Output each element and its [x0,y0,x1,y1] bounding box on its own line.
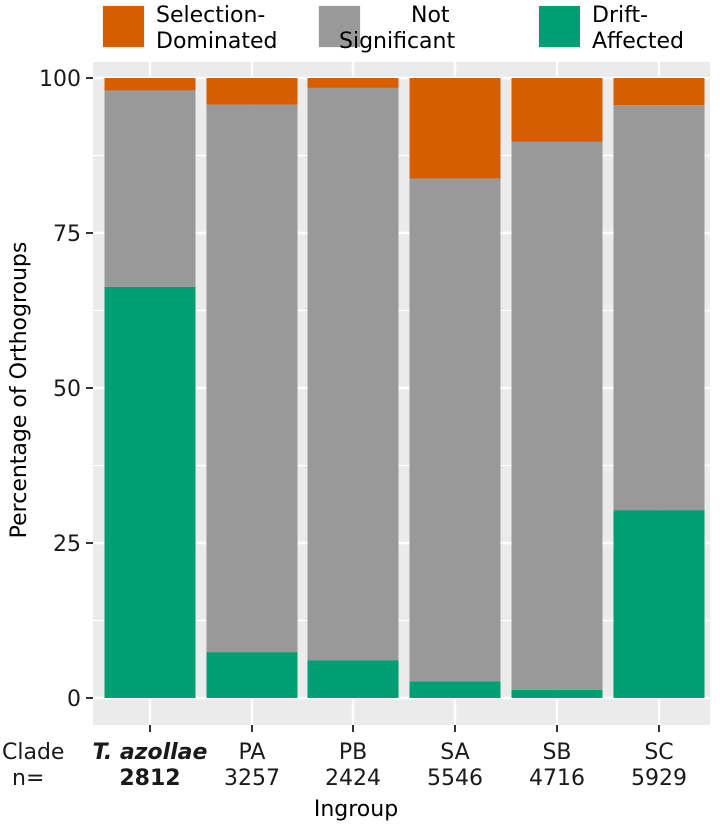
legend-label: Selection-Dominated [156,3,278,54]
legend-label: Not Significant [339,3,455,54]
legend-swatch [539,6,580,47]
bars [104,78,705,698]
bar-segment-selection-dominated [613,78,705,106]
legend-item: Selection-Dominated [102,3,278,54]
y-axis: 0 25 50 75 100 [39,67,93,712]
y-tick-label: 75 [53,222,81,247]
n-count-label: 4716 [529,766,585,791]
plot-panel [93,62,710,725]
bar-segment-drift-affected [307,660,399,698]
y-tick-label: 25 [53,532,81,557]
n-count-label: 2424 [325,766,381,791]
bar-segment-selection-dominated [206,78,298,105]
x-tick-label: SB [542,740,571,765]
bar-segment-selection-dominated [307,78,399,88]
x-tick-label: SC [644,740,673,765]
bar-segment-drift-affected [104,286,196,698]
legend-item: Not Significant [318,3,455,54]
x-tick-label: PA [239,740,266,765]
bar-segment-selection-dominated [409,78,501,179]
x-tick-label: T. azollae [93,740,208,765]
legend-swatch [103,6,144,47]
legend-swatch [319,6,360,47]
bar-segment-not-significant [613,105,705,511]
y-axis-title: Percentage of Orthogroups [7,242,32,539]
bar-segment-selection-dominated [104,78,196,91]
n-row-label: n= [12,766,44,791]
bar-segment-drift-affected [613,510,705,698]
bar-segment-drift-affected [409,681,501,698]
bar-segment-drift-affected [511,689,603,698]
n-count-label: 3257 [224,766,280,791]
clade-row-label: Clade [2,740,64,765]
bar-segment-not-significant [409,178,501,682]
bar-segment-drift-affected [206,652,298,698]
bar-segment-not-significant [307,87,399,661]
legend: Selection-Dominated Not Significant Drift-A… [102,3,684,54]
bar-segment-not-significant [104,90,196,287]
x-tick-label: PB [339,740,367,765]
x-tick-label: SA [440,740,469,765]
y-tick-label: 50 [53,377,81,402]
bar-segment-not-significant [511,141,603,690]
n-count-label: 2812 [119,766,180,791]
bar-segment-not-significant [206,104,298,653]
y-tick-label: 0 [67,687,81,712]
bar-segment-selection-dominated [511,78,603,142]
n-count-label: 5546 [427,766,483,791]
y-tick-label: 100 [39,67,81,92]
legend-item: Drift-Affected [538,3,684,54]
n-count-label: 5929 [631,766,687,791]
legend-label: Drift-Affected [592,3,684,54]
x-axis-title: Ingroup [314,797,398,822]
